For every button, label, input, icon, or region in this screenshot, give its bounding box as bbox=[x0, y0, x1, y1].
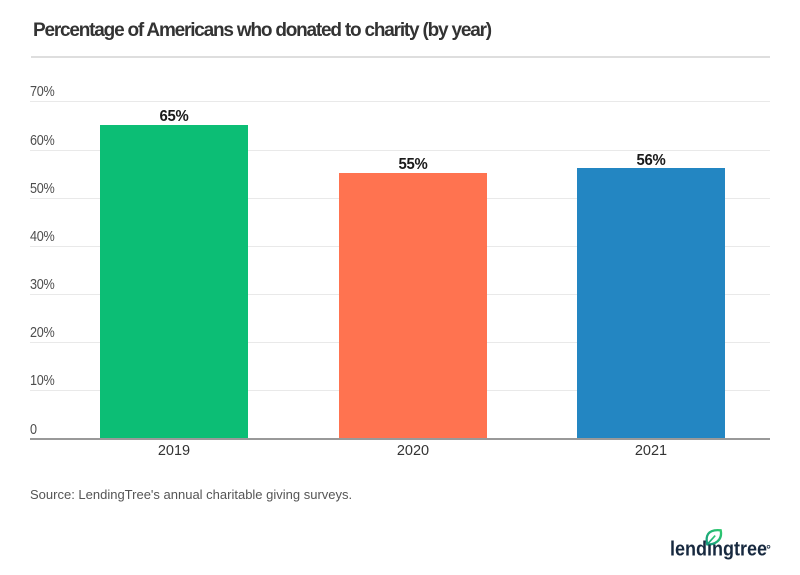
svg-text:lendıngtree: lendıngtree bbox=[670, 539, 767, 561]
